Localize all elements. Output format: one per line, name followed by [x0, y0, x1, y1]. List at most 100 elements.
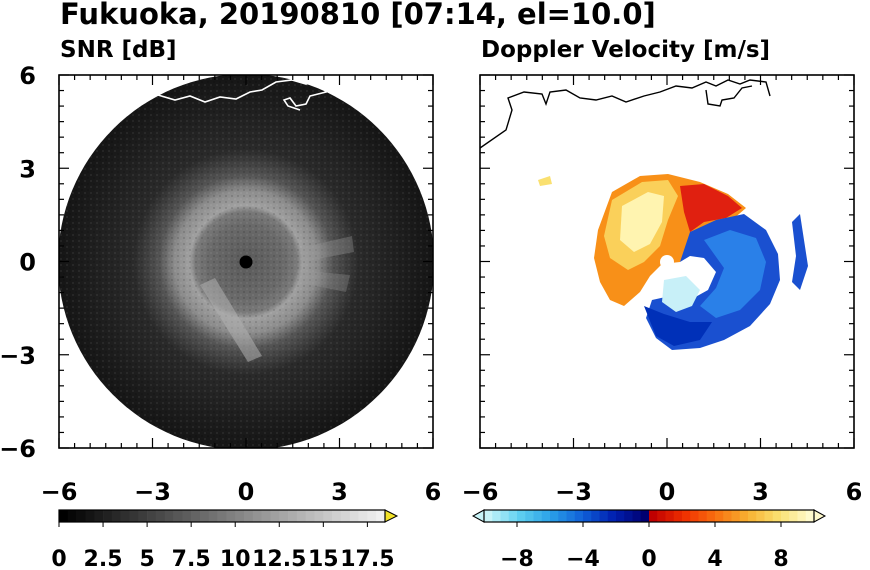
snr-colorbar-cell — [111, 510, 121, 522]
doppler-colorbar-cell — [566, 510, 576, 522]
doppler-colorbar-cell — [525, 510, 534, 522]
snr-colorbar-tick-label: 12.5 — [252, 547, 306, 570]
snr-colorbar-cell — [208, 510, 218, 522]
doppler-colorbar-cell — [772, 510, 782, 522]
figure-title: Fukuoka, 20190810 [07:14, el=10.0] — [60, 0, 656, 31]
snr-colorbar-extend-max — [384, 509, 399, 523]
snr-colorbar-cell — [235, 510, 245, 522]
snr-bright-streak — [200, 278, 262, 362]
doppler-negative-weak — [662, 276, 700, 312]
y-tick-label: 3 — [19, 155, 36, 183]
doppler-colorbar-cell — [508, 510, 518, 522]
snr-plume-ray — [296, 270, 350, 292]
doppler-x-tick-labels: −6 −3 0 3 6 — [462, 478, 863, 506]
y-tick-label: −3 — [0, 342, 36, 370]
doppler-colorbar-tick-label: 8 — [773, 547, 788, 570]
snr-axis-ticks — [58, 74, 434, 449]
snr-colorbar-cell — [367, 510, 377, 522]
doppler-colorbar-cell — [583, 510, 592, 522]
x-tick-label: −6 — [41, 478, 78, 506]
doppler-colorbar-cell — [500, 510, 510, 522]
x-tick-label: 6 — [846, 478, 863, 506]
doppler-colorbar-cell — [517, 510, 526, 522]
snr-colorbar-cell — [173, 510, 183, 522]
doppler-negative-mid — [700, 230, 766, 318]
snr-colorbar-cell — [85, 510, 95, 522]
doppler-axis-ticks — [479, 74, 855, 449]
doppler-colorbar-cell — [789, 510, 798, 522]
snr-colorbar-cell — [288, 510, 298, 522]
doppler-colorbar-cell — [599, 510, 609, 522]
doppler-colorbar-labels: −8 −4 0 4 8 — [500, 522, 789, 570]
snr-coastline — [157, 79, 328, 111]
doppler-colorbar-cell — [492, 510, 501, 522]
snr-colorbar-tick-label: 7.5 — [172, 547, 211, 570]
snr-y-tick-labels: 6 3 0 −3 −6 — [0, 62, 36, 463]
doppler-colorbar-cell — [690, 510, 699, 522]
snr-colorbar-cell — [314, 510, 324, 522]
x-tick-label: 3 — [331, 478, 348, 506]
doppler-colorbar-cell — [616, 510, 625, 522]
snr-colorbar-cell — [76, 510, 86, 522]
snr-colorbar-cell — [349, 510, 359, 522]
doppler-panel-title: Doppler Velocity [m/s] — [481, 37, 770, 63]
snr-colorbar-cell — [358, 510, 368, 522]
doppler-negative-dark — [644, 306, 712, 346]
doppler-colorbar-cell — [731, 510, 741, 522]
snr-colorbar-tick-label: 10 — [220, 547, 251, 570]
snr-plume-ray — [300, 236, 354, 262]
y-tick-label: 6 — [19, 62, 36, 90]
x-tick-label: −3 — [134, 478, 171, 506]
snr-colorbar-tick-label: 0 — [51, 547, 66, 570]
snr-colorbar-cell — [138, 510, 148, 522]
doppler-colorbar-cell — [682, 510, 691, 522]
doppler-colorbar-cell — [706, 510, 716, 522]
snr-colorbar-labels: 0 2.5 5 7.5 10 12.5 15 17.5 — [51, 522, 395, 570]
doppler-colorbar-cell — [550, 510, 559, 522]
doppler-colorbar-cell — [607, 510, 617, 522]
snr-colorbar-cell — [155, 510, 166, 522]
doppler-coastline — [480, 79, 771, 149]
snr-colorbar-cell — [164, 510, 174, 522]
doppler-colorbar-cell — [764, 510, 774, 522]
doppler-colorbar-tick-label: −4 — [566, 547, 600, 570]
doppler-colorbar-extend-min — [471, 509, 485, 523]
doppler-positive-peak — [620, 192, 664, 252]
doppler-colorbar — [471, 509, 827, 523]
snr-colorbar-cell — [261, 510, 271, 522]
snr-colorbar-cell — [191, 510, 201, 522]
snr-radar-site-marker — [239, 255, 253, 269]
snr-colorbar-cell — [147, 510, 157, 522]
snr-colorbar-cell — [94, 510, 104, 522]
snr-colorbar-frame — [58, 509, 386, 523]
x-tick-label: 0 — [659, 478, 676, 506]
snr-panel-title: SNR [dB] — [60, 37, 177, 63]
snr-colorbar-cell — [323, 510, 333, 522]
y-tick-label: 0 — [19, 249, 36, 277]
snr-colorbar-tick-label: 2.5 — [84, 547, 123, 570]
snr-colorbar-cell — [252, 510, 262, 522]
doppler-colorbar-cell — [640, 510, 650, 522]
doppler-colorbar-cell — [632, 510, 642, 522]
doppler-small-echo — [538, 176, 552, 186]
doppler-panel — [479, 74, 855, 449]
doppler-colorbar-tick-label: −8 — [500, 547, 534, 570]
snr-colorbar-cell — [305, 510, 315, 522]
snr-colorbar-cell — [270, 510, 280, 522]
doppler-colorbar-cell — [715, 510, 724, 522]
snr-panel — [58, 74, 434, 449]
snr-colorbar-cell — [332, 510, 342, 522]
snr-colorbar-cell — [340, 510, 351, 522]
doppler-colorbar-cell — [665, 510, 675, 522]
doppler-colorbar-cell — [673, 510, 683, 522]
x-tick-label: −6 — [462, 478, 499, 506]
snr-colorbar-cell — [199, 510, 210, 522]
x-tick-label: 3 — [752, 478, 769, 506]
doppler-outer-echo — [792, 214, 808, 290]
doppler-colorbar-cell — [756, 510, 765, 522]
x-tick-label: −3 — [555, 478, 592, 506]
snr-x-tick-labels: −6 −3 0 3 6 — [41, 478, 442, 506]
snr-colorbar-cell — [129, 510, 139, 522]
snr-colorbar-tick-label: 5 — [139, 547, 154, 570]
snr-colorbar-cell — [103, 510, 113, 522]
